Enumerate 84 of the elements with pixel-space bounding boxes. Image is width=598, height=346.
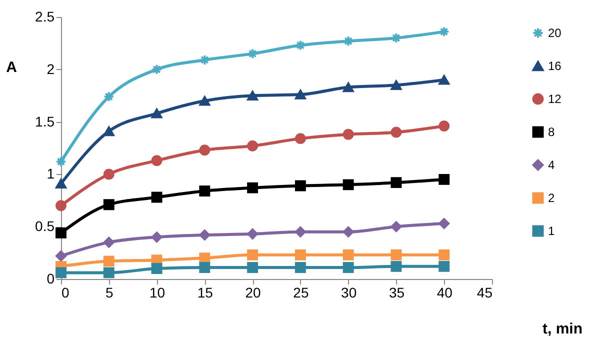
point	[151, 155, 162, 166]
legend-label: 12	[548, 92, 562, 106]
point	[103, 199, 114, 210]
point	[342, 128, 354, 140]
point	[294, 249, 306, 260]
point	[390, 221, 402, 232]
point	[247, 228, 258, 240]
point	[390, 177, 402, 188]
point	[151, 192, 162, 203]
x-tick-label: 10	[149, 284, 166, 300]
point	[199, 230, 210, 240]
point	[56, 250, 66, 262]
x-tick-label: 5	[105, 284, 114, 300]
point	[151, 64, 162, 75]
y-tick-label: 0.5	[35, 218, 55, 234]
point	[247, 140, 258, 152]
x-tick-label: 45	[476, 284, 493, 300]
x-tick-label: 20	[245, 284, 262, 300]
point	[438, 260, 450, 272]
x-tick-label: 15	[197, 284, 214, 300]
point	[390, 260, 402, 272]
point	[390, 126, 402, 138]
point	[342, 262, 354, 273]
y-tick-label: 0	[46, 270, 55, 286]
point	[294, 226, 306, 238]
point	[151, 108, 162, 118]
point	[56, 156, 66, 168]
y-tick-label: 2.5	[35, 8, 55, 24]
legend-label: 1	[548, 224, 555, 238]
point	[103, 267, 114, 278]
x-tick-label: 30	[341, 284, 357, 300]
point	[199, 262, 210, 273]
point	[247, 262, 258, 273]
x-tick-label: 40	[436, 284, 453, 300]
legend-label: 8	[548, 125, 555, 139]
point	[103, 168, 114, 180]
y-tick-label: 1	[46, 166, 55, 182]
point	[438, 120, 450, 132]
legend-label: 16	[548, 59, 562, 73]
point	[103, 91, 114, 102]
point	[342, 82, 354, 92]
x-tick-label: 25	[293, 284, 309, 300]
point	[342, 179, 354, 190]
point	[342, 249, 354, 260]
point	[56, 267, 66, 278]
point	[294, 180, 306, 192]
point	[247, 182, 258, 194]
point	[390, 249, 402, 260]
point	[199, 185, 210, 196]
point	[294, 90, 306, 100]
legend-label: 2	[548, 191, 555, 205]
point	[390, 80, 402, 90]
point	[151, 263, 162, 274]
point	[294, 133, 306, 144]
point	[247, 48, 258, 60]
point	[103, 126, 114, 136]
point	[294, 262, 306, 273]
point	[199, 252, 210, 264]
point	[199, 54, 210, 66]
x-tick-label: 35	[388, 284, 405, 300]
point	[151, 232, 162, 243]
legend-label: 20	[548, 26, 562, 40]
point	[438, 26, 450, 38]
point	[56, 178, 66, 189]
point	[294, 40, 306, 51]
point	[438, 75, 450, 85]
point	[103, 256, 114, 267]
x-axis-title: t, min	[542, 320, 582, 338]
y-tick-label: 2	[46, 60, 55, 77]
point	[438, 174, 450, 185]
point	[199, 144, 210, 156]
legend-label: 4	[548, 158, 555, 172]
point	[103, 236, 114, 248]
point	[247, 249, 258, 260]
point	[438, 218, 450, 229]
point	[56, 200, 66, 212]
y-axis-title: A	[6, 58, 18, 76]
point	[438, 249, 450, 260]
point	[199, 96, 210, 106]
point	[56, 227, 66, 238]
y-tick-label: 1.5	[35, 113, 55, 130]
point	[342, 226, 354, 238]
point	[247, 90, 258, 100]
x-tick-label: 0	[62, 284, 70, 300]
